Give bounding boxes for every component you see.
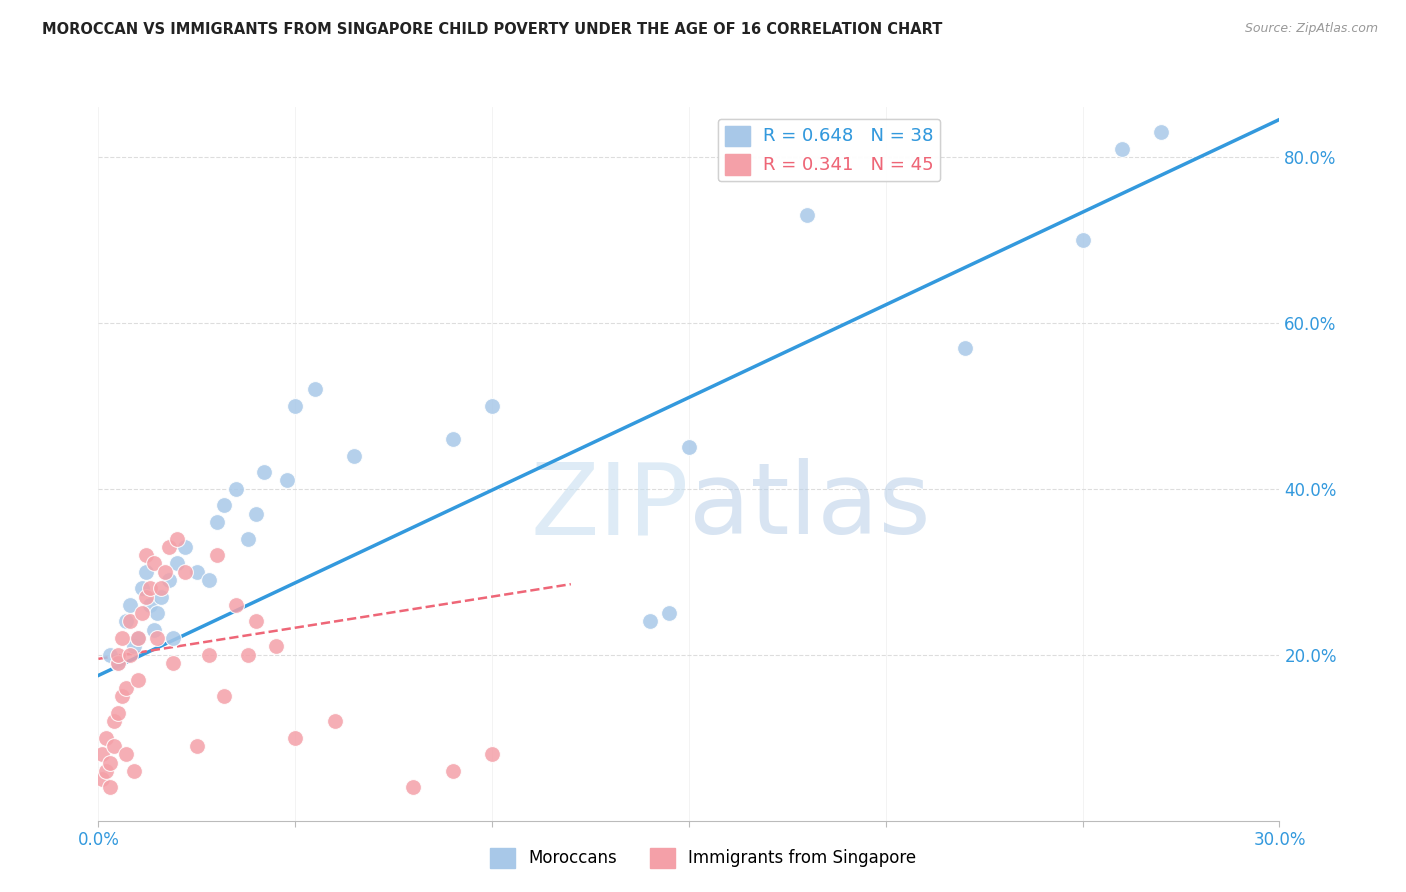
Point — [127, 631, 149, 645]
Point — [225, 482, 247, 496]
Point — [186, 565, 208, 579]
Point — [796, 208, 818, 222]
Point — [135, 565, 157, 579]
Legend: Moroccans, Immigrants from Singapore: Moroccans, Immigrants from Singapore — [482, 841, 924, 875]
Point — [162, 656, 184, 670]
Point — [1150, 125, 1173, 139]
Point — [111, 631, 134, 645]
Point — [103, 714, 125, 728]
Point — [157, 573, 180, 587]
Point — [91, 772, 114, 786]
Point — [118, 615, 141, 629]
Point — [441, 764, 464, 778]
Point — [304, 382, 326, 396]
Point — [225, 598, 247, 612]
Point — [658, 606, 681, 620]
Point — [127, 631, 149, 645]
Point — [1111, 142, 1133, 156]
Point — [150, 582, 173, 596]
Point — [107, 706, 129, 720]
Point — [205, 515, 228, 529]
Point — [214, 689, 236, 703]
Point — [127, 673, 149, 687]
Point — [245, 507, 267, 521]
Text: atlas: atlas — [689, 458, 931, 555]
Point — [276, 474, 298, 488]
Point — [142, 623, 165, 637]
Point — [166, 532, 188, 546]
Point — [107, 656, 129, 670]
Point — [146, 606, 169, 620]
Point — [264, 640, 287, 654]
Point — [111, 689, 134, 703]
Point — [96, 731, 118, 745]
Point — [131, 606, 153, 620]
Point — [323, 714, 346, 728]
Point — [1071, 233, 1094, 247]
Point — [118, 598, 141, 612]
Point — [155, 565, 177, 579]
Point — [678, 440, 700, 454]
Point — [638, 615, 661, 629]
Point — [174, 565, 197, 579]
Point — [166, 557, 188, 571]
Point — [150, 590, 173, 604]
Point — [953, 341, 976, 355]
Point — [162, 631, 184, 645]
Point — [284, 731, 307, 745]
Point — [135, 548, 157, 562]
Point — [236, 648, 259, 662]
Point — [138, 582, 160, 596]
Point — [253, 465, 276, 479]
Point — [481, 399, 503, 413]
Point — [115, 747, 138, 762]
Point — [118, 648, 141, 662]
Point — [174, 540, 197, 554]
Point — [186, 739, 208, 753]
Point — [197, 648, 219, 662]
Point — [284, 399, 307, 413]
Point — [146, 631, 169, 645]
Point — [236, 532, 259, 546]
Point — [441, 432, 464, 446]
Point — [98, 780, 121, 795]
Point — [205, 548, 228, 562]
Point — [122, 640, 145, 654]
Point — [103, 739, 125, 753]
Point — [135, 590, 157, 604]
Point — [91, 747, 114, 762]
Point — [122, 764, 145, 778]
Point — [343, 449, 366, 463]
Point — [142, 557, 165, 571]
Point — [402, 780, 425, 795]
Text: MOROCCAN VS IMMIGRANTS FROM SINGAPORE CHILD POVERTY UNDER THE AGE OF 16 CORRELAT: MOROCCAN VS IMMIGRANTS FROM SINGAPORE CH… — [42, 22, 942, 37]
Point — [98, 756, 121, 770]
Legend: R = 0.648   N = 38, R = 0.341   N = 45: R = 0.648 N = 38, R = 0.341 N = 45 — [718, 119, 941, 181]
Point — [107, 656, 129, 670]
Point — [138, 598, 160, 612]
Text: Source: ZipAtlas.com: Source: ZipAtlas.com — [1244, 22, 1378, 36]
Text: ZIP: ZIP — [530, 458, 689, 555]
Point — [115, 615, 138, 629]
Point — [481, 747, 503, 762]
Point — [131, 582, 153, 596]
Point — [197, 573, 219, 587]
Point — [214, 499, 236, 513]
Point — [98, 648, 121, 662]
Point — [107, 648, 129, 662]
Point — [157, 540, 180, 554]
Point — [115, 681, 138, 695]
Point — [96, 764, 118, 778]
Point — [245, 615, 267, 629]
